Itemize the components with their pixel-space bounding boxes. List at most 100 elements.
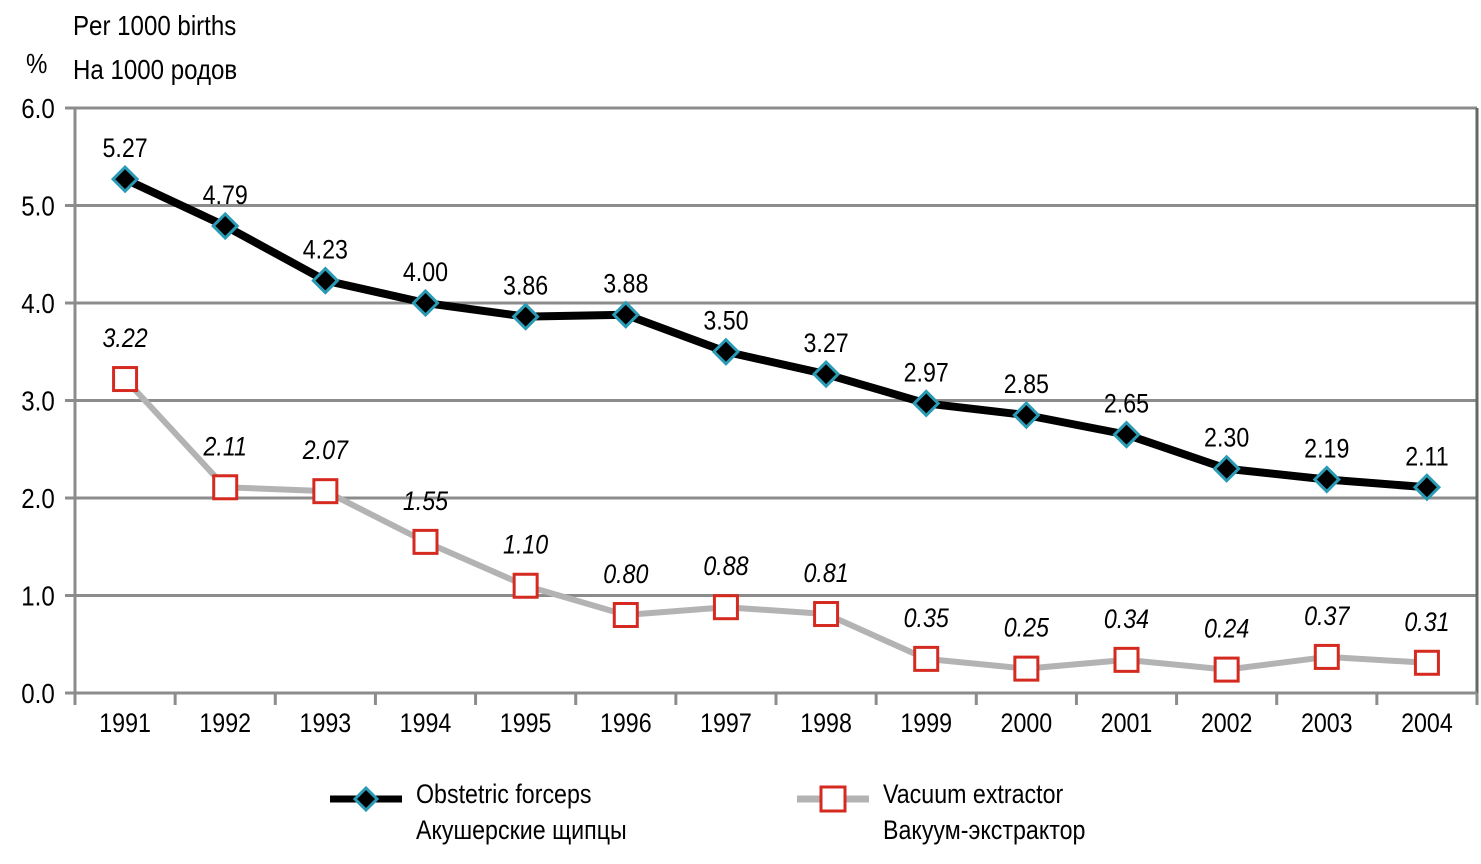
- vacuum-point-1997: [712, 594, 739, 621]
- forceps-data-label-1992: 4.79: [203, 180, 248, 210]
- series-line-forceps: [121, 175, 1431, 492]
- y-tick-label: 3.0: [21, 385, 54, 417]
- forceps-data-label-1991: 5.27: [102, 134, 147, 164]
- axes: [65, 108, 1479, 705]
- forceps-point-1993: [311, 266, 340, 295]
- vacuum-point-1994: [412, 528, 439, 555]
- vacuum-data-label-2002: 0.24: [1204, 614, 1249, 644]
- legend-item-vacuum[interactable]: Vacuum extractor Вакуум-экстрактор: [797, 776, 1118, 848]
- forceps-point-1996: [611, 300, 640, 329]
- x-tick-label-1999: 1999: [900, 708, 952, 738]
- x-tick-label-2000: 2000: [1001, 708, 1053, 738]
- forceps-point-2003: [1312, 465, 1341, 494]
- forceps-point-1992: [211, 211, 240, 241]
- y-tick-labels: 0.0 1.0 2.0 3.0 4.0 5.0 6.0: [21, 92, 54, 709]
- x-tick-label-1992: 1992: [199, 708, 251, 738]
- x-tick-label-1993: 1993: [300, 708, 352, 738]
- vacuum-data-label-1997: 0.88: [703, 552, 748, 582]
- forceps-data-label-1994: 4.00: [403, 257, 448, 287]
- x-tick-label-1996: 1996: [600, 708, 652, 738]
- vacuum-data-label-1996: 0.80: [603, 559, 648, 589]
- x-tick-label-2003: 2003: [1301, 708, 1353, 738]
- vacuum-point-2003: [1313, 643, 1340, 670]
- x-tick-label-1991: 1991: [99, 708, 151, 738]
- square-marker-icon: [819, 785, 847, 813]
- forceps-data-label-1999: 2.97: [904, 358, 949, 388]
- vacuum-data-label-1993: 2.07: [302, 436, 349, 466]
- vacuum-point-2002: [1213, 656, 1240, 683]
- forceps-point-1997: [711, 337, 741, 366]
- forceps-point-1999: [912, 389, 941, 418]
- x-tick-label-2001: 2001: [1101, 708, 1153, 738]
- line-chart: 0.01.02.03.04.05.06.0 1991 1992 1993 1994 19…: [21, 92, 1479, 738]
- vacuum-point-1996: [612, 602, 639, 628]
- forceps-point-1995: [511, 302, 540, 331]
- x-tick-label-1998: 1998: [800, 708, 852, 738]
- forceps-data-label-1998: 3.27: [803, 329, 848, 359]
- vacuum-data-label-1995: 1.10: [503, 530, 548, 560]
- vacuum-point-2000: [1013, 655, 1040, 682]
- forceps-data-label-2001: 2.65: [1104, 389, 1149, 419]
- forceps-point-1994: [411, 288, 440, 318]
- forceps-point-1991: [110, 165, 140, 194]
- series-line-vacuum: [122, 376, 1430, 673]
- vacuum-point-1991: [112, 366, 139, 393]
- y-tick-label: 4.0: [21, 287, 54, 319]
- forceps-data-label-2003: 2.19: [1304, 434, 1349, 464]
- y-tick-label: 1.0: [21, 580, 54, 612]
- y-axis-label-ru: На 1000 родов: [73, 54, 238, 85]
- x-tick-label-1994: 1994: [400, 708, 452, 738]
- forceps-point-2004: [1412, 473, 1442, 502]
- legend-label-forceps-ru: Акушерские щипцы: [416, 815, 627, 845]
- vacuum-data-label-1998: 0.81: [803, 558, 848, 588]
- vacuum-data-label-1999: 0.35: [904, 603, 950, 633]
- series-markers: [110, 165, 1442, 683]
- diamond-marker-icon: [352, 785, 380, 813]
- forceps-point-1998: [811, 360, 841, 389]
- vacuum-data-label-2000: 0.25: [1004, 613, 1050, 643]
- vacuum-point-2001: [1113, 646, 1140, 673]
- y-axis-label-en: Per 1000 births: [73, 10, 237, 41]
- forceps-data-label-2004: 2.11: [1405, 442, 1448, 472]
- forceps-point-2000: [1012, 401, 1041, 430]
- vacuum-point-1992: [212, 474, 239, 501]
- forceps-data-label-1993: 4.23: [303, 235, 348, 265]
- forceps-data-label-1995: 3.86: [503, 271, 548, 301]
- forceps-data-label-1996: 3.88: [603, 269, 648, 299]
- forceps-data-label-2000: 2.85: [1004, 370, 1049, 400]
- x-tick-label-1995: 1995: [500, 708, 552, 738]
- x-tick-label-2002: 2002: [1201, 708, 1253, 738]
- x-tick-label-2004: 2004: [1401, 708, 1453, 738]
- y-tick-label: 2.0: [21, 482, 54, 514]
- vacuum-data-label-1994: 1.55: [403, 486, 449, 516]
- legend-label-vacuum-ru: Вакуум-экстрактор: [883, 815, 1086, 845]
- legend: Obstetric forceps Акушерские щипцы Vacuu…: [0, 772, 1481, 864]
- vacuum-data-label-1991: 3.22: [102, 323, 147, 353]
- vacuum-point-1995: [512, 572, 539, 599]
- legend-item-forceps[interactable]: Obstetric forceps Акушерские щипцы: [330, 776, 661, 848]
- vacuum-data-label-1992: 2.11: [203, 432, 247, 462]
- gridlines: [65, 106, 1477, 695]
- x-tick-labels: 1991 1992 1993 1994 1995 1996 1997 1998 1999 2000…: [99, 708, 1452, 738]
- legend-swatch-forceps: [330, 785, 402, 813]
- y-tick-label: 5.0: [21, 190, 54, 222]
- vacuum-point-1999: [913, 645, 940, 672]
- y-unit-percent: %: [26, 48, 48, 79]
- vacuum-point-2004: [1413, 649, 1440, 676]
- vacuum-data-label-2001: 0.34: [1104, 604, 1149, 634]
- legend-label-vacuum-en: Vacuum extractor: [883, 779, 1064, 809]
- forceps-point-2001: [1112, 420, 1141, 449]
- vacuum-point-1993: [312, 478, 339, 505]
- series-lines: [121, 175, 1431, 673]
- forceps-data-label-1997: 3.50: [703, 306, 748, 336]
- forceps-point-2002: [1212, 454, 1241, 483]
- vacuum-data-label-2004: 0.31: [1404, 607, 1449, 637]
- forceps-data-label-2002: 2.30: [1204, 423, 1249, 453]
- y-tick-label: 6.0: [21, 92, 54, 124]
- vacuum-point-1998: [813, 601, 840, 628]
- legend-swatch-vacuum: [797, 785, 869, 813]
- data-labels: 5.27 4.79 4.23 4.00 3.86 3.88 3.50 3.27 2.97 2.85…: [102, 134, 1449, 644]
- vacuum-data-label-2003: 0.37: [1304, 601, 1350, 631]
- x-tick-label-1997: 1997: [700, 708, 752, 738]
- y-tick-label: 0.0: [21, 677, 54, 709]
